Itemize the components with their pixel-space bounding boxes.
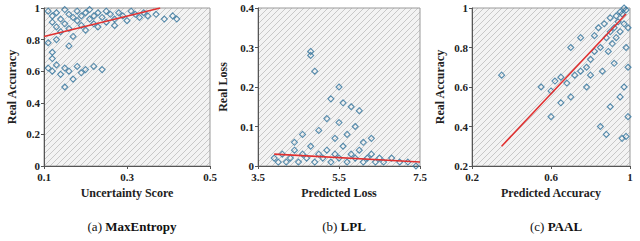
svg-text:7.5: 7.5: [413, 171, 427, 183]
svg-text:0: 0: [34, 160, 40, 172]
svg-text:0.8: 0.8: [454, 42, 468, 54]
svg-text:3.5: 3.5: [251, 171, 265, 183]
svg-text:MaxEntropy: MaxEntropy: [105, 219, 177, 234]
svg-text:Real Loss: Real Loss: [216, 62, 230, 112]
svg-text:0.6: 0.6: [454, 81, 468, 93]
svg-text:LPL: LPL: [341, 219, 367, 234]
svg-text:0.4: 0.4: [240, 2, 254, 14]
svg-text:PAAL: PAAL: [548, 219, 583, 234]
svg-text:(a): (a): [88, 219, 102, 234]
svg-text:0.8: 0.8: [26, 34, 40, 46]
svg-text:0.2: 0.2: [465, 171, 479, 183]
svg-text:0: 0: [248, 160, 254, 172]
svg-text:(b): (b): [322, 219, 337, 234]
svg-text:0.1: 0.1: [240, 121, 254, 133]
svg-text:0.4: 0.4: [454, 121, 468, 133]
svg-text:Predicted Accuracy: Predicted Accuracy: [501, 186, 601, 200]
svg-text:1: 1: [35, 2, 41, 14]
svg-text:0.6: 0.6: [544, 171, 558, 183]
svg-text:0.2: 0.2: [240, 81, 254, 93]
svg-text:0.2: 0.2: [26, 128, 40, 140]
svg-text:0.1: 0.1: [37, 171, 51, 183]
svg-text:Predicted Loss: Predicted Loss: [301, 186, 377, 200]
svg-text:0.5: 0.5: [203, 171, 217, 183]
svg-text:5.5: 5.5: [332, 171, 346, 183]
svg-text:(c): (c): [530, 219, 544, 234]
svg-text:0.2: 0.2: [454, 160, 468, 172]
svg-text:1: 1: [463, 2, 469, 14]
svg-text:Real Accuracy: Real Accuracy: [5, 50, 19, 124]
svg-text:0.3: 0.3: [240, 42, 254, 54]
svg-text:Real Accuracy: Real Accuracy: [433, 50, 447, 124]
svg-text:0.6: 0.6: [26, 65, 40, 77]
svg-text:1: 1: [627, 171, 633, 183]
svg-text:0.4: 0.4: [26, 97, 40, 109]
svg-text:Uncertainty Score: Uncertainty Score: [81, 186, 174, 200]
svg-text:0.3: 0.3: [120, 171, 134, 183]
